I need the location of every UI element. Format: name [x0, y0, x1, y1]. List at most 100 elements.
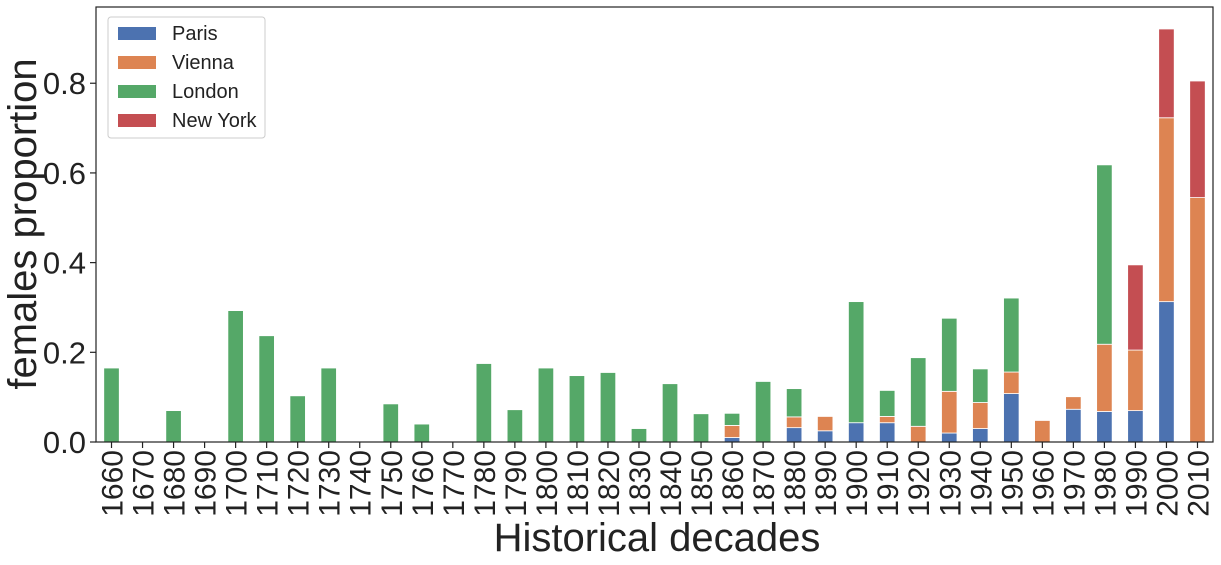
bar-paris-1970 [1065, 408, 1082, 443]
bar-london-1790 [506, 409, 524, 443]
x-tick-label: 1710 [252, 450, 285, 517]
bar-new-york-2010 [1189, 80, 1206, 198]
bar-paris-2000 [1158, 301, 1175, 443]
x-tick-label: 1720 [283, 450, 316, 517]
bar-london-1910 [879, 390, 896, 417]
bar-london-1940 [972, 368, 989, 403]
bar-vienna-2010 [1189, 197, 1206, 443]
x-axis: 1660167016801690170017101720173017401750… [97, 442, 1215, 517]
bar-london-1820 [599, 372, 617, 443]
bar-vienna-1930 [941, 390, 958, 434]
legend-label-london: London [172, 81, 239, 103]
bar-london-1660 [103, 367, 120, 443]
x-tick-label: 1990 [1120, 450, 1153, 517]
bar-vienna-1980 [1096, 343, 1113, 412]
x-tick-label: 1740 [345, 450, 378, 517]
x-tick-label: 1920 [903, 450, 936, 517]
bar-london-1680 [165, 410, 182, 443]
bar-vienna-2000 [1158, 117, 1175, 303]
bar-vienna-1950 [1003, 371, 1020, 394]
bar-paris-1980 [1096, 411, 1113, 443]
bar-vienna-1890 [817, 416, 834, 432]
x-tick-label: 1830 [624, 450, 657, 517]
bar-london-1720 [289, 395, 306, 443]
bar-london-1850 [692, 413, 710, 443]
bar-london-1860 [723, 412, 741, 426]
bar-vienna-1960 [1034, 420, 1051, 443]
y-axis: 0.0 0.2 0.4 0.6 0.8 [43, 66, 96, 460]
bar-paris-1950 [1003, 393, 1020, 443]
legend-swatch-new-york [118, 114, 156, 127]
bar-london-1920 [910, 357, 927, 427]
bar-vienna-1860 [723, 425, 741, 438]
x-tick-label: 1870 [748, 450, 781, 517]
x-axis-title: Historical decades [494, 516, 821, 560]
x-tick-label: 1890 [810, 450, 843, 517]
y-tick-label: 0.4 [43, 246, 86, 281]
x-tick-label: 1700 [221, 450, 254, 517]
y-tick-label: 0.2 [43, 335, 86, 370]
bar-paris-1940 [972, 428, 989, 443]
bar-vienna-1970 [1065, 396, 1082, 410]
bar-london-1870 [754, 381, 772, 443]
bar-london-1810 [568, 375, 586, 443]
bar-paris-1930 [941, 432, 958, 443]
x-tick-label: 1790 [500, 450, 533, 517]
bar-paris-1910 [879, 422, 896, 443]
y-tick-label: 0.0 [43, 425, 86, 460]
x-tick-label: 1770 [438, 450, 471, 517]
x-tick-label: 1950 [996, 450, 1029, 517]
legend-label-paris: Paris [172, 23, 218, 45]
legend-swatch-vienna [118, 56, 156, 69]
x-tick-label: 1660 [97, 450, 130, 517]
x-tick-label: 1800 [531, 450, 564, 517]
plot-frame [95, 6, 1214, 443]
x-tick-label: 1860 [717, 450, 750, 517]
x-tick-label: 1910 [872, 450, 905, 517]
bar-london-1800 [537, 367, 555, 443]
bar-vienna-1880 [785, 416, 803, 429]
bar-london-1880 [785, 388, 803, 418]
x-tick-label: 1900 [841, 450, 874, 517]
bar-paris-1900 [848, 422, 865, 443]
legend: Paris Vienna London New York [107, 16, 266, 139]
x-tick-label: 1960 [1027, 450, 1060, 517]
bar-london-1950 [1003, 297, 1020, 373]
x-tick-label: 1810 [562, 450, 595, 517]
bar-london-1760 [413, 423, 430, 443]
x-tick-label: 1970 [1058, 450, 1091, 517]
y-axis-title: females proportion [1, 58, 45, 389]
bar-london-1750 [382, 403, 399, 443]
x-tick-label: 1980 [1089, 450, 1122, 517]
bar-vienna-1910 [879, 416, 896, 424]
x-tick-label: 1840 [655, 450, 688, 517]
x-tick-label: 1850 [686, 450, 719, 517]
x-tick-label: 1730 [314, 450, 347, 517]
x-tick-label: 1880 [779, 450, 812, 517]
x-tick-label: 1940 [965, 450, 998, 517]
bar-paris-1890 [817, 430, 834, 443]
bar-london-1980 [1096, 164, 1113, 345]
bar-london-1710 [258, 335, 275, 443]
x-tick-label: 1680 [159, 450, 192, 517]
legend-label-new-york: New York [172, 110, 257, 132]
bar-london-1840 [661, 383, 679, 443]
x-tick-label: 2000 [1151, 450, 1184, 517]
bar-london-1830 [630, 428, 648, 443]
x-tick-label: 1820 [593, 450, 626, 517]
bar-london-1730 [320, 367, 337, 443]
bar-new-york-2000 [1158, 28, 1175, 119]
y-tick-label: 0.8 [43, 66, 86, 101]
bar-paris-1990 [1127, 410, 1144, 443]
x-tick-label: 1930 [934, 450, 967, 517]
x-tick-label: 1750 [376, 450, 409, 517]
bar-vienna-1990 [1127, 349, 1144, 412]
y-tick-label: 0.6 [43, 156, 86, 191]
bar-new-york-1990 [1127, 264, 1144, 351]
x-tick-label: 1670 [128, 450, 161, 517]
bar-london-1700 [227, 310, 244, 443]
x-tick-label: 1760 [407, 450, 440, 517]
x-tick-label: 2010 [1182, 450, 1215, 517]
bar-vienna-1940 [972, 402, 989, 429]
